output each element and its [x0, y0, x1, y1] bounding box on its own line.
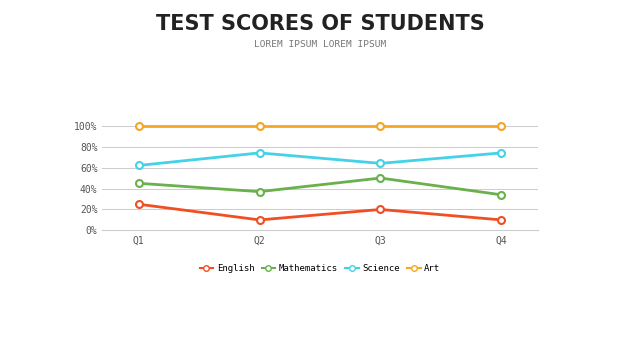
- Text: LOREM IPSUM LOREM IPSUM: LOREM IPSUM LOREM IPSUM: [254, 40, 386, 49]
- Mathematics: [497, 193, 505, 197]
- English: [376, 207, 384, 212]
- English: [135, 202, 143, 206]
- Line: Mathematics: Mathematics: [135, 175, 505, 198]
- Text: Lorem ipsum dolor sit amet, consectetur
adipiscing elit. Mauris ultrices laoreet: Lorem ipsum dolor sit amet, consectetur …: [172, 276, 301, 301]
- Text: Lorem ipsum dolor sit amet, consectetur
adipiscing elit. Mauris ultrices laoreet: Lorem ipsum dolor sit amet, consectetur …: [12, 276, 141, 301]
- Text: LOREM IPSUM LOREM IPSUM: LOREM IPSUM LOREM IPSUM: [172, 258, 263, 264]
- Text: Lorem ipsum dolor sit amet, consectetur
adipiscing elit. Mauris ultrices laoreet: Lorem ipsum dolor sit amet, consectetur …: [332, 276, 461, 301]
- Science: [376, 161, 384, 166]
- Line: Art: Art: [135, 122, 505, 129]
- Science: [256, 151, 264, 155]
- Line: English: English: [135, 201, 505, 224]
- Text: LOREM IPSUM LOREM IPSUM: LOREM IPSUM LOREM IPSUM: [12, 258, 103, 264]
- English: [256, 218, 264, 222]
- Art: [256, 123, 264, 128]
- Text: TEST SCORES OF STUDENTS: TEST SCORES OF STUDENTS: [156, 14, 484, 35]
- Text: Lorem ipsum dolor sit amet, consectetur
adipiscing elit. Mauris ultrices laoreet: Lorem ipsum dolor sit amet, consectetur …: [492, 276, 621, 301]
- Art: [497, 123, 505, 128]
- Text: LOREM IPSUM LOREM IPSUM: LOREM IPSUM LOREM IPSUM: [492, 258, 583, 264]
- Science: [497, 151, 505, 155]
- Text: LOREM IPSUM LOREM IPSUM: LOREM IPSUM LOREM IPSUM: [332, 258, 423, 264]
- Line: Science: Science: [135, 149, 505, 169]
- Mathematics: [256, 189, 264, 194]
- Art: [135, 123, 143, 128]
- Science: [135, 163, 143, 168]
- English: [497, 218, 505, 222]
- Mathematics: [135, 181, 143, 185]
- Legend: English, Mathematics, Science, Art: English, Mathematics, Science, Art: [196, 260, 444, 276]
- Art: [376, 123, 384, 128]
- Mathematics: [376, 176, 384, 180]
